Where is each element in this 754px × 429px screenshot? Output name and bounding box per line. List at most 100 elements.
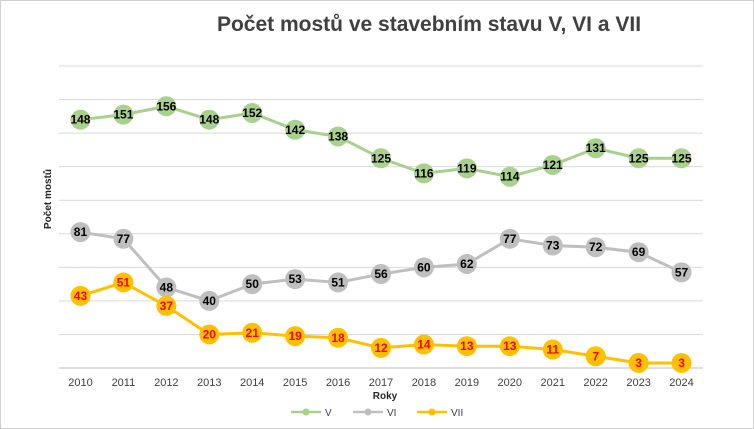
legend-label: V: [325, 408, 332, 419]
data-label: 21: [246, 326, 260, 340]
x-tick-label: 2022: [583, 377, 607, 389]
data-label: 51: [117, 275, 131, 289]
data-label: 53: [288, 272, 302, 286]
legend-item: V: [291, 408, 332, 419]
data-point: [371, 264, 391, 285]
data-point: [285, 326, 306, 347]
x-tick-label: 2019: [455, 377, 479, 389]
data-label: 13: [503, 339, 517, 353]
data-point: [413, 257, 434, 278]
data-point: [456, 253, 477, 274]
data-point: [199, 290, 220, 311]
data-label: 125: [672, 151, 692, 165]
data-point: [628, 242, 649, 263]
x-tick-label: 2011: [112, 377, 136, 389]
data-point: [285, 119, 306, 140]
data-point: [328, 327, 349, 348]
data-point: [328, 272, 349, 293]
legend-marker: [428, 408, 436, 416]
chart-title: Počet mostů ve stavebním stavu V, VI a V…: [217, 13, 641, 36]
data-point: [628, 148, 649, 169]
legend-marker: [302, 408, 310, 416]
data-label: 3: [678, 356, 685, 370]
data-label: 151: [113, 108, 133, 122]
data-label: 81: [74, 225, 88, 239]
data-point: [585, 138, 606, 159]
data-point: [156, 277, 177, 298]
data-label: 13: [460, 339, 474, 353]
x-tick-label: 2020: [498, 377, 522, 389]
data-point: [671, 352, 692, 373]
data-point: [628, 352, 649, 373]
data-point: [199, 109, 220, 130]
x-tick-labels: 2010 2011 2012 2013 2014 2015 2016 2017 2018 2019…: [68, 377, 694, 389]
x-tick-label: 2010: [68, 377, 92, 389]
data-point: [113, 272, 134, 293]
data-label: 114: [500, 170, 520, 184]
x-tick-label: 2014: [240, 377, 264, 389]
data-point: [413, 334, 434, 355]
data-label: 142: [285, 123, 305, 137]
data-point: [456, 158, 477, 179]
data-label: 57: [675, 265, 689, 279]
data-point: [671, 148, 692, 169]
data-label: 37: [160, 299, 174, 313]
x-tick-label: 2015: [283, 377, 307, 389]
data-label: 69: [632, 245, 646, 259]
data-label: 125: [371, 151, 391, 165]
data-label: 119: [457, 161, 477, 175]
data-point: [499, 336, 520, 357]
data-label: 56: [374, 267, 388, 281]
data-point: [499, 166, 520, 187]
legend-item: VII: [417, 408, 463, 419]
data-point: [285, 269, 306, 290]
x-tick-label: 2013: [197, 377, 221, 389]
x-tick-label: 2021: [540, 377, 564, 389]
data-point: [371, 148, 391, 169]
data-label: 73: [546, 239, 560, 253]
data-point: [542, 339, 563, 360]
data-label: 20: [203, 327, 217, 341]
data-point: [156, 96, 177, 117]
data-label: 125: [629, 151, 649, 165]
data-label: 131: [586, 141, 606, 155]
data-point: [113, 228, 134, 249]
x-axis-label: Roky: [373, 391, 398, 402]
data-label: 72: [589, 240, 603, 254]
legend-label: VII: [451, 408, 463, 419]
series-v: 148 151 156 148 152 142 138 125 116 119 114 121 131 1…: [70, 96, 692, 187]
data-label: 19: [288, 329, 302, 343]
data-label: 7: [592, 349, 599, 363]
data-label: 51: [331, 275, 345, 289]
data-label: 18: [331, 331, 345, 345]
x-tick-label: 2018: [412, 377, 436, 389]
data-point: [542, 154, 563, 175]
x-tick-label: 2024: [669, 377, 693, 389]
data-point: [328, 126, 349, 147]
data-point: [499, 228, 520, 249]
data-label: 138: [328, 129, 348, 143]
data-label: 40: [203, 294, 217, 308]
x-tick-label: 2012: [154, 377, 178, 389]
data-label: 62: [460, 257, 474, 271]
x-tick-label: 2016: [326, 377, 350, 389]
data-point: [456, 336, 477, 357]
legend-item: VI: [353, 408, 396, 419]
data-point: [585, 237, 606, 258]
data-point: [199, 324, 220, 345]
data-label: 152: [242, 106, 262, 120]
data-label: 50: [246, 277, 260, 291]
data-point: [542, 235, 563, 256]
data-label: 148: [199, 113, 219, 127]
data-point: [70, 285, 91, 306]
data-label: 121: [543, 158, 563, 172]
data-point: [242, 102, 263, 123]
data-label: 14: [417, 338, 431, 352]
data-label: 48: [160, 280, 174, 294]
series-vii: 43 51 37 20 21 19 18 12 14 13 13 11 7 3 3: [70, 272, 692, 373]
data-point: [585, 346, 606, 367]
data-label: 12: [374, 341, 388, 355]
data-label: 156: [156, 99, 176, 113]
data-label: 11: [546, 343, 559, 357]
